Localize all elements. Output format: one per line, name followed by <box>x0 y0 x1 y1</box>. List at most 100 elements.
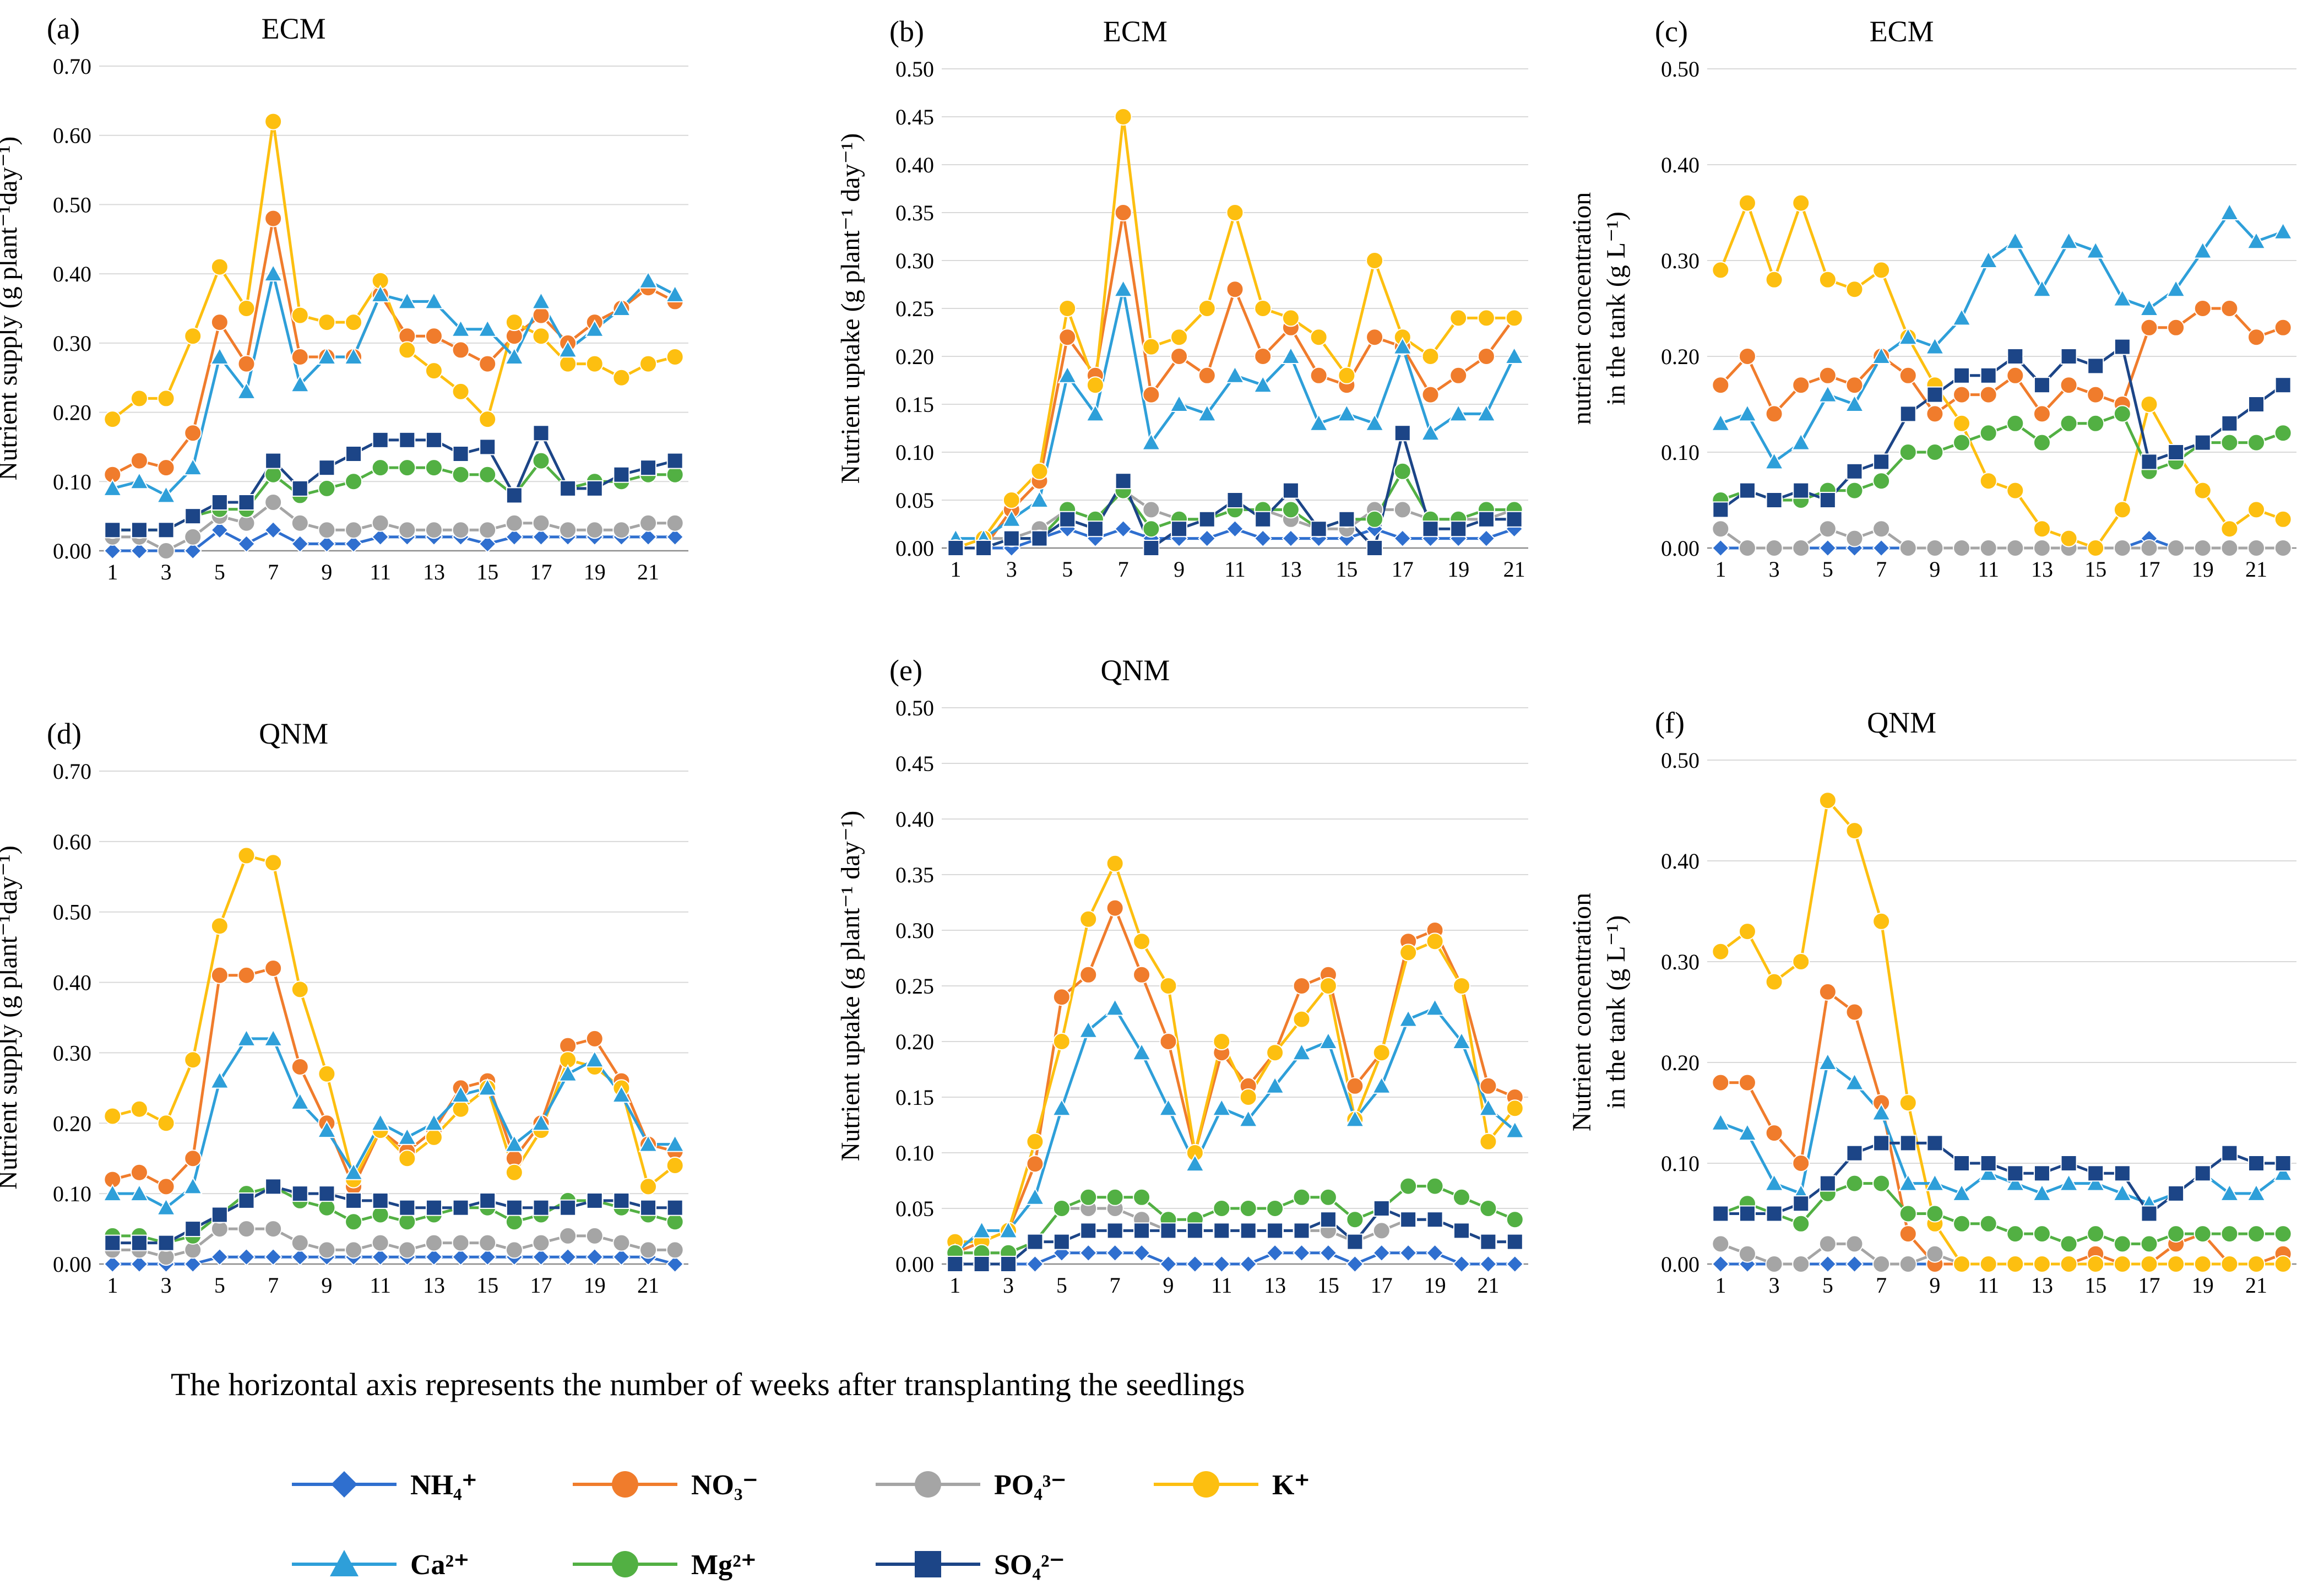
x-tick-label: 5 <box>1056 1273 1067 1298</box>
x-tick-label: 5 <box>214 560 225 584</box>
data-point-po4 <box>505 1241 523 1259</box>
data-point-k <box>1872 912 1891 930</box>
series-line-so4 <box>112 1185 675 1245</box>
series-line-k <box>1719 202 2284 550</box>
y-tick-label: 0.20 <box>895 1029 934 1054</box>
data-point-po4 <box>1738 539 1756 557</box>
data-point-mg <box>1872 472 1891 490</box>
data-point-mg <box>1452 1188 1470 1206</box>
data-point-k <box>532 327 550 345</box>
y-tick-label: 0.20 <box>53 1111 91 1136</box>
data-point-k <box>1366 252 1384 269</box>
data-point-mg <box>1399 1177 1418 1195</box>
data-point-po4 <box>1393 501 1411 519</box>
data-point-k <box>1310 328 1328 346</box>
data-point-so4 <box>104 522 121 539</box>
data-point-po4 <box>666 514 684 532</box>
data-point-k <box>425 1128 443 1146</box>
data-point-k <box>2060 529 2078 547</box>
data-point-mg <box>2033 1225 2051 1243</box>
data-point-no3 <box>1052 988 1071 1006</box>
data-point-ca <box>450 1085 471 1103</box>
x-tick-label: 13 <box>423 560 445 584</box>
data-point-po4 <box>398 1241 416 1259</box>
data-point-mg <box>1282 501 1300 519</box>
data-point-ca <box>1425 998 1445 1016</box>
data-point-so4 <box>1059 511 1076 528</box>
data-point-ca <box>1318 1031 1338 1049</box>
data-point-so4 <box>560 480 577 497</box>
data-point-nh4 <box>1106 1244 1125 1262</box>
x-tick-label: 11 <box>370 560 391 584</box>
y-tick-label: 0.40 <box>1661 153 1699 177</box>
data-point-k <box>666 348 684 366</box>
data-point-ca <box>1265 1076 1285 1094</box>
y-tick-label: 0.30 <box>895 918 934 943</box>
data-point-k <box>157 389 175 408</box>
data-point-ca <box>638 1134 658 1152</box>
data-point-po4 <box>1953 539 1971 557</box>
data-point-ca <box>1393 337 1413 355</box>
legend-item-k: K⁺ <box>1154 1469 1310 1501</box>
data-point-mg <box>1266 1200 1284 1217</box>
data-point-ca <box>2273 221 2293 240</box>
data-point-so4 <box>560 1199 577 1216</box>
data-point-no3 <box>2006 366 2024 384</box>
data-point-no3 <box>1058 328 1077 346</box>
data-point-mg <box>318 1198 336 1217</box>
data-point-so4 <box>1143 540 1160 556</box>
data-point-no3 <box>2193 300 2212 317</box>
data-point-k <box>1765 270 1783 289</box>
data-point-so4 <box>399 1199 416 1216</box>
data-point-ca <box>1818 1052 1838 1070</box>
x-tick-label: 17 <box>1392 557 1414 582</box>
data-point-k <box>2033 1255 2051 1273</box>
data-point-k <box>1449 309 1468 327</box>
data-point-ca <box>1978 1163 1999 1181</box>
data-point-no3 <box>1792 1154 1810 1172</box>
data-point-k <box>184 327 202 345</box>
data-point-nh4 <box>210 1248 229 1266</box>
legend: NH₄⁺ NO₃⁻ PO₄³⁻ K⁺ Ca²⁺ Mg²⁺ SO₄²⁻ <box>0 1432 2324 1586</box>
data-point-mg <box>1239 1200 1257 1217</box>
data-point-nh4 <box>532 1248 550 1266</box>
data-point-mg <box>479 465 497 484</box>
data-point-so4 <box>2248 396 2265 413</box>
data-point-no3 <box>1226 280 1244 299</box>
data-point-k <box>2006 1255 2024 1273</box>
data-point-ca <box>2005 1173 2026 1191</box>
legend-marker <box>331 1471 357 1498</box>
data-point-no3 <box>1114 204 1132 221</box>
data-point-so4 <box>613 466 630 483</box>
data-point-nh4 <box>1845 1255 1864 1273</box>
legend-marker <box>1193 1471 1219 1498</box>
data-point-k <box>2220 1255 2239 1273</box>
chart-panel-2: 0.00 0.05 0.10 0.15 0.20 0.25 0.30 0.35 0.40 0.45… <box>836 15 1528 582</box>
data-point-po4 <box>1712 520 1730 538</box>
data-point-nh4 <box>344 535 363 553</box>
data-point-nh4 <box>264 520 283 539</box>
data-point-so4 <box>947 1256 964 1272</box>
data-point-nh4 <box>1426 1244 1444 1262</box>
x-tick-label: 3 <box>1769 1273 1780 1298</box>
data-point-k <box>1872 261 1891 279</box>
series-line-k <box>1719 799 2283 1266</box>
data-point-k <box>1818 791 1837 810</box>
data-point-ca <box>397 1127 417 1145</box>
data-point-k <box>1239 1088 1257 1106</box>
legend-label: Mg²⁺ <box>691 1549 756 1581</box>
data-point-mg <box>1366 510 1384 528</box>
data-point-so4 <box>1255 511 1272 528</box>
data-point-so4 <box>640 1199 657 1216</box>
data-point-so4 <box>2087 357 2104 375</box>
x-tick-label: 13 <box>1280 557 1302 582</box>
data-point-ca <box>1711 1113 1731 1131</box>
data-point-k <box>479 410 497 429</box>
data-point-so4 <box>1373 1200 1390 1217</box>
data-point-k <box>2193 1255 2212 1273</box>
y-tick-label: 0.30 <box>1661 950 1699 974</box>
series-line-mg <box>112 1185 676 1245</box>
data-point-nh4 <box>1114 519 1133 538</box>
data-point-nh4 <box>1159 1255 1177 1273</box>
data-point-nh4 <box>237 1248 256 1266</box>
